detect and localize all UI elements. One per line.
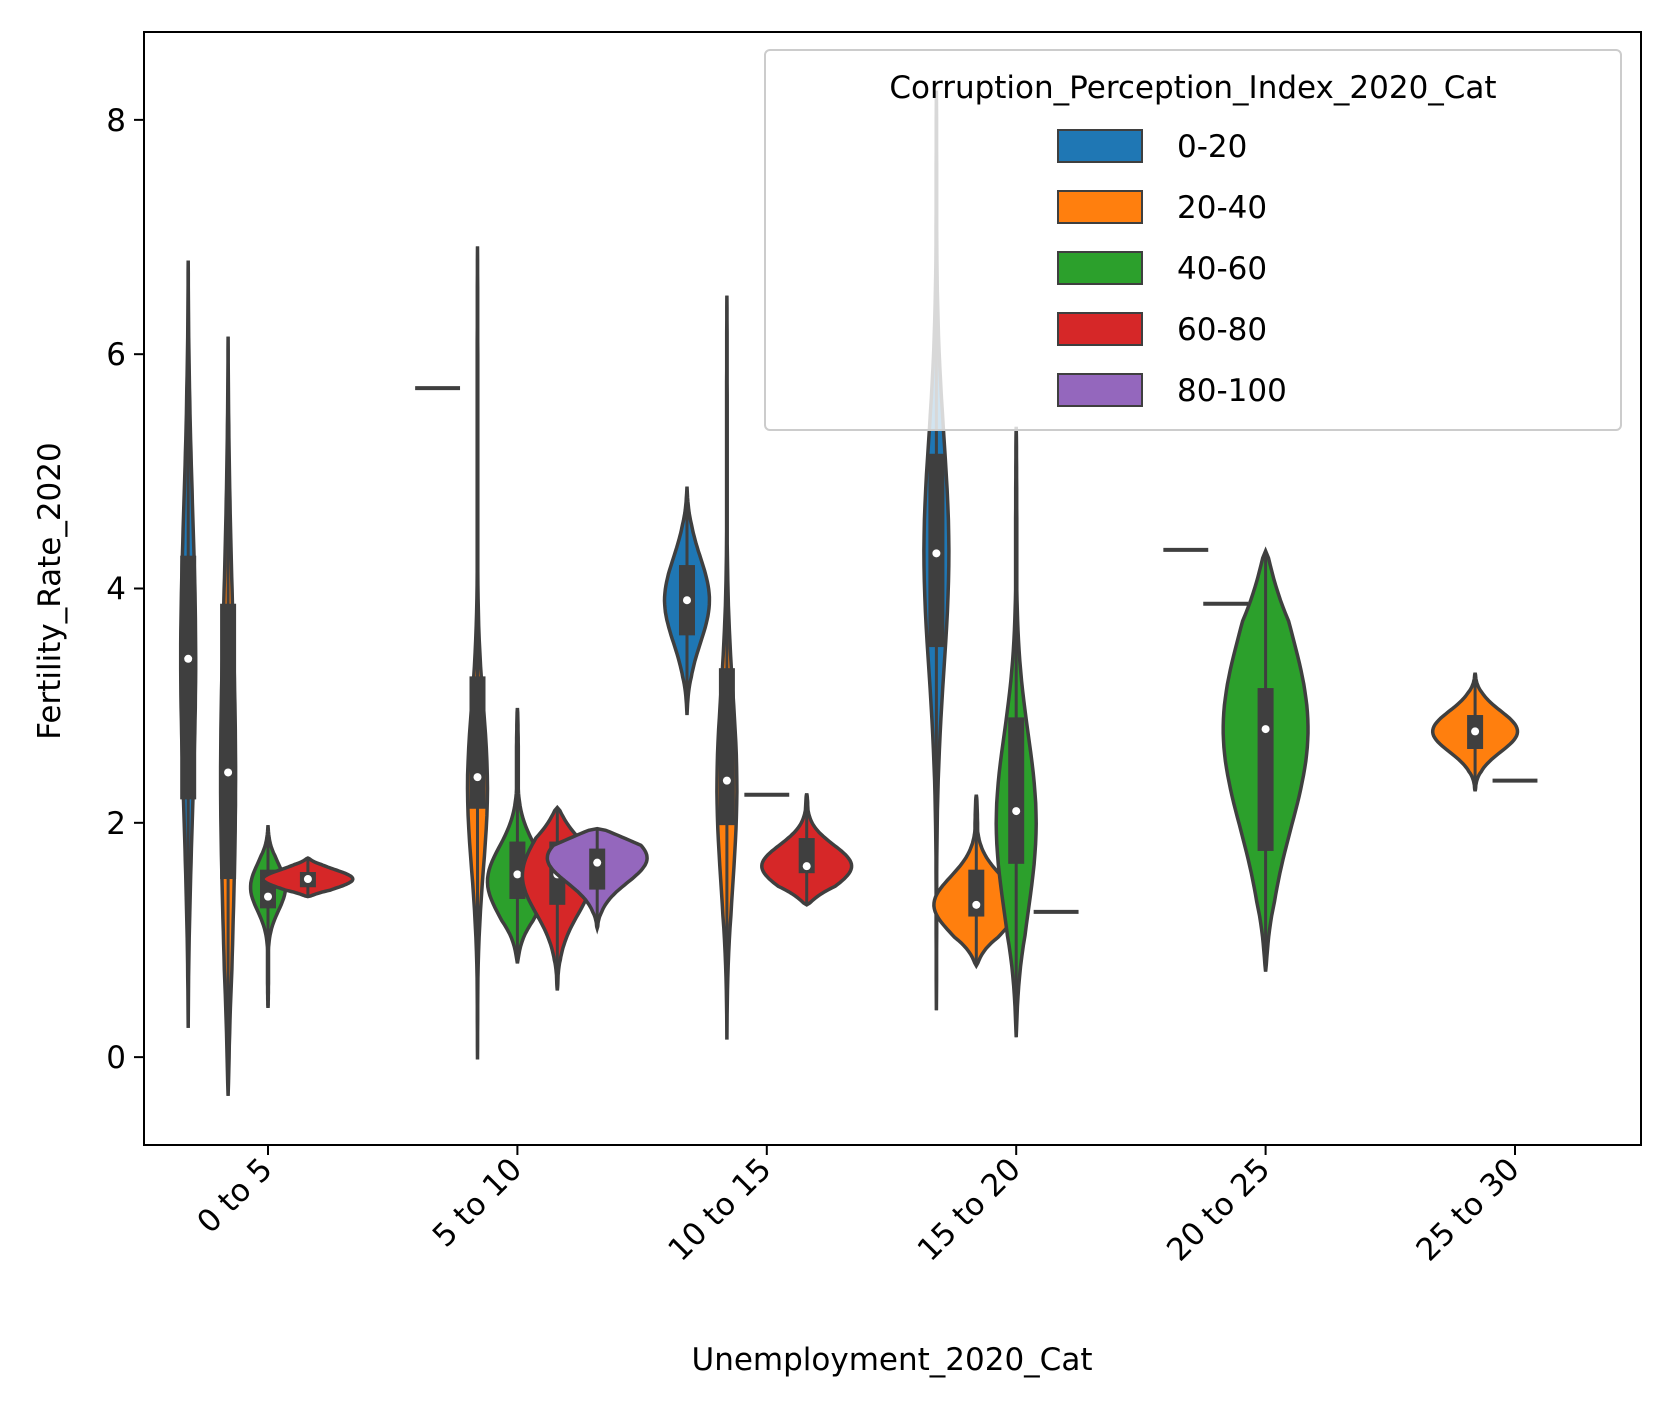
violin-25-to-30-20-40-median-dot (1471, 727, 1480, 736)
violin-10-to-15-60-80-median-dot (802, 862, 811, 871)
legend-swatch-40-60 (1057, 251, 1143, 285)
y-axis-label: Fertility_Rate_2020 (32, 442, 68, 739)
violin-0-to-5-0-20-iqr-box (180, 555, 197, 800)
violin-10-to-15-20-40-iqr-box (718, 668, 735, 826)
legend-label-20-40: 20-40 (1177, 190, 1267, 226)
violin-5-to-10-20-40-median-dot (473, 773, 482, 782)
violin-15-to-20-20-40-iqr-box (968, 869, 985, 917)
violin-15-to-20-0-20-median-dot (932, 549, 941, 558)
legend-swatch-20-40 (1057, 190, 1143, 224)
violin-0-to-5-0-20-median-dot (184, 654, 193, 663)
violin-0-to-5-40-60-median-dot (264, 892, 272, 901)
violin-5-to-10-20-40-iqr-box (469, 676, 486, 809)
violin-20-to-25-40-60-iqr-box (1257, 688, 1274, 851)
violin-20-to-25-40-60-median-dot (1261, 725, 1270, 734)
legend-swatch-60-80 (1057, 312, 1143, 346)
violin-0-to-5-20-40-median-dot (224, 768, 233, 777)
violin-5-to-10-80-100-median-dot (593, 858, 602, 867)
legend-label-80-100: 80-100 (1177, 373, 1287, 409)
y-tick-label: 2 (106, 806, 126, 842)
legend-label-40-60: 40-60 (1177, 251, 1267, 287)
violin-5-to-10-40-60-iqr-box (509, 841, 526, 899)
y-axis: 0 2 4 6 8 (106, 103, 144, 1076)
violin-15-to-20-20-40-median-dot (972, 900, 981, 909)
y-tick-label: 8 (106, 103, 126, 139)
legend-swatch-80-100 (1057, 373, 1143, 407)
violin-layer (178, 90, 1538, 1096)
y-tick-label: 0 (106, 1040, 126, 1076)
violin-10-to-15-20-40-median-dot (722, 776, 731, 785)
y-tick-label: 4 (106, 572, 126, 608)
legend-swatch-0-20 (1057, 129, 1143, 163)
violin-5-to-10-40-60-median-dot (513, 870, 522, 879)
violin-15-to-20-40-60-median-dot (1012, 807, 1021, 816)
legend: Corruption_Perception_Index_2020_Cat 0-2… (764, 49, 1622, 431)
violin-10-to-15-60-80-iqr-box (798, 838, 815, 874)
violin-15-to-20-40-60-iqr-box (1008, 717, 1025, 864)
legend-label-0-20: 0-20 (1177, 129, 1247, 165)
legend-label-60-80: 60-80 (1177, 312, 1267, 348)
violin-0-to-5-20-40-iqr-box (220, 603, 237, 880)
violin-10-to-15-0-20-median-dot (682, 596, 691, 605)
violin-5-to-10-80-100-iqr-box (589, 848, 606, 890)
legend-title: Corruption_Perception_Index_2020_Cat (889, 70, 1496, 106)
violin-0-to-5-60-80-median-dot (303, 875, 312, 884)
x-axis-label: Unemployment_2020_Cat (692, 1342, 1093, 1378)
y-tick-label: 6 (106, 337, 126, 373)
legend-frame (764, 49, 1622, 431)
